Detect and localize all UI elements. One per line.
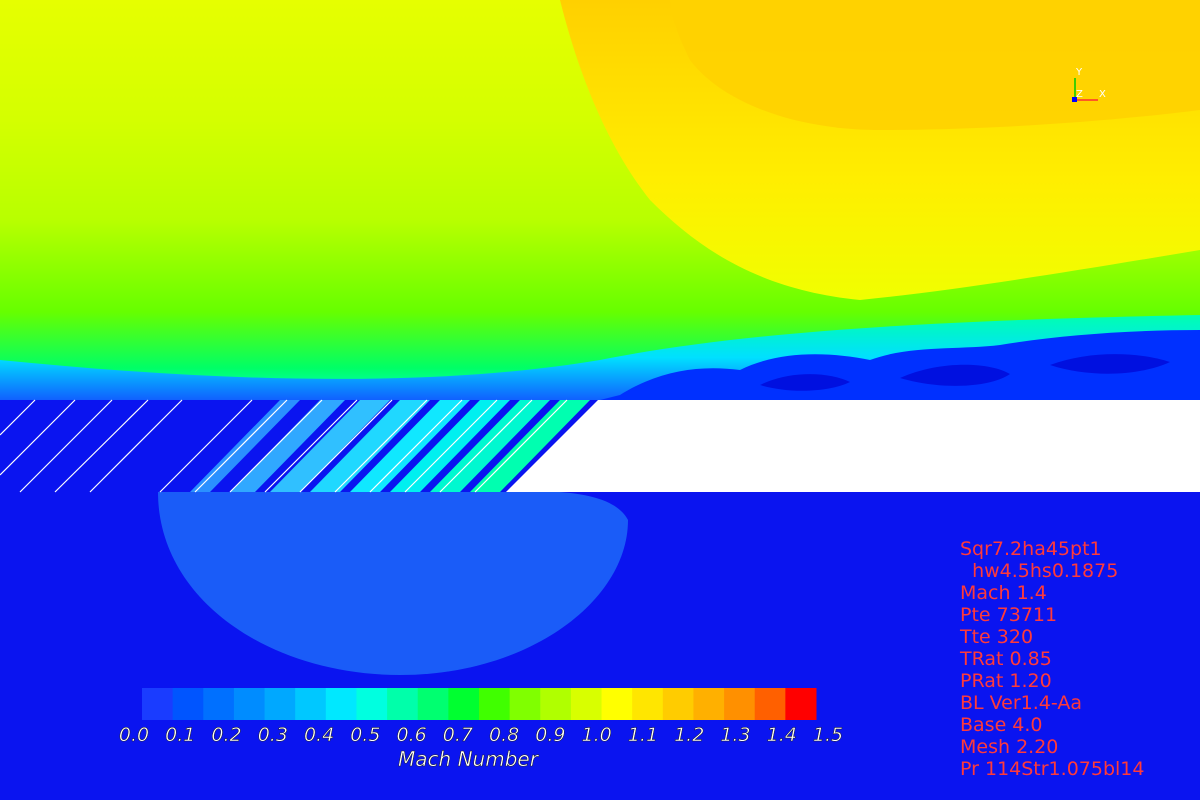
info-line-case: Sqr7.2ha45pt1 — [960, 538, 1102, 560]
axis-y-label: Y — [1075, 67, 1083, 78]
colorbar-swatch — [356, 688, 388, 720]
colorbar-swatch — [540, 688, 572, 720]
colorbar-swatch — [325, 688, 357, 720]
info-line-mach: Mach 1.4 — [960, 582, 1047, 604]
axis-z-label: Z — [1076, 89, 1083, 100]
info-line-geometry: hw4.5hs0.1875 — [960, 560, 1119, 582]
colorbar-tick-label: 0.0 — [119, 724, 149, 746]
wake-blobs — [760, 354, 1170, 391]
colorbar-swatch — [479, 688, 511, 720]
colorbar-swatch — [172, 688, 204, 720]
colorbar-tick-label: 1.2 — [674, 724, 704, 746]
wake-structures — [600, 330, 1200, 400]
colorbar-title: Mach Number — [398, 747, 540, 771]
colorbar-tick-label: 0.7 — [443, 724, 473, 746]
colorbar-swatch — [785, 688, 817, 720]
colorbar-swatch — [662, 688, 694, 720]
colorbar-tick-label: 0.4 — [304, 724, 334, 746]
info-line-trat: TRat 0.85 — [960, 648, 1052, 670]
solid-wall — [506, 400, 1200, 492]
colorbar-tick-label: 0.1 — [165, 724, 195, 746]
info-line-prat: PRat 1.20 — [960, 670, 1052, 692]
peak-mach-region — [670, 0, 1200, 130]
colorbar-tick-label: 0.5 — [350, 724, 380, 746]
colorbar — [142, 688, 817, 720]
colorbar-tick-label: 0.6 — [396, 724, 426, 746]
colorbar-swatch — [754, 688, 786, 720]
colorbar-tick-label: 1.0 — [582, 724, 612, 746]
colorbar-tick-label: 0.8 — [489, 724, 519, 746]
colorbar-ticks: 0.0 0.1 0.2 0.3 0.4 0.5 0.6 0.7 0.8 0.9 1.0 1.1 1.2 1… — [119, 724, 844, 747]
colorbar-swatch — [264, 688, 296, 720]
colorbar-swatch — [693, 688, 725, 720]
colorbar-tick-label: 1.4 — [767, 724, 797, 746]
info-line-base: Base 4.0 — [960, 714, 1043, 736]
cavity-dome — [158, 492, 628, 675]
colorbar-swatch — [448, 688, 480, 720]
info-line-mesh: Mesh 2.20 — [960, 736, 1059, 758]
info-line-bl: BL Ver1.4-Aa — [960, 692, 1082, 714]
colorbar-tick-label: 0.2 — [211, 724, 241, 746]
colorbar-swatch — [509, 688, 541, 720]
colorbar-swatch — [142, 688, 174, 720]
colorbar-swatch — [387, 688, 419, 720]
colorbar-swatch — [601, 688, 633, 720]
colorbar-tick-label: 0.9 — [535, 724, 565, 746]
colorbar-tick-label: 0.3 — [258, 724, 288, 746]
info-line-pte: Pte 73711 — [960, 604, 1058, 626]
colorbar-swatch — [203, 688, 235, 720]
slot-walls — [0, 399, 568, 493]
colorbar-swatch — [724, 688, 756, 720]
colorbar-tick-label: 1.3 — [720, 724, 750, 746]
colorbar-swatch — [295, 688, 327, 720]
colorbar-swatch — [417, 688, 449, 720]
orientation-axes: Y Z X — [1072, 67, 1106, 102]
colorbar-swatch — [233, 688, 266, 720]
colorbar-tick-label: 1.1 — [628, 724, 658, 746]
info-line-tte: Tte 320 — [960, 626, 1034, 648]
axis-x-label: X — [1099, 89, 1106, 100]
info-line-pr: Pr 114Str1.075bl14 — [960, 758, 1145, 780]
colorbar-tick-label: 1.5 — [813, 724, 843, 746]
colorbar-swatch — [570, 688, 603, 720]
colorbar-swatch — [632, 688, 664, 720]
